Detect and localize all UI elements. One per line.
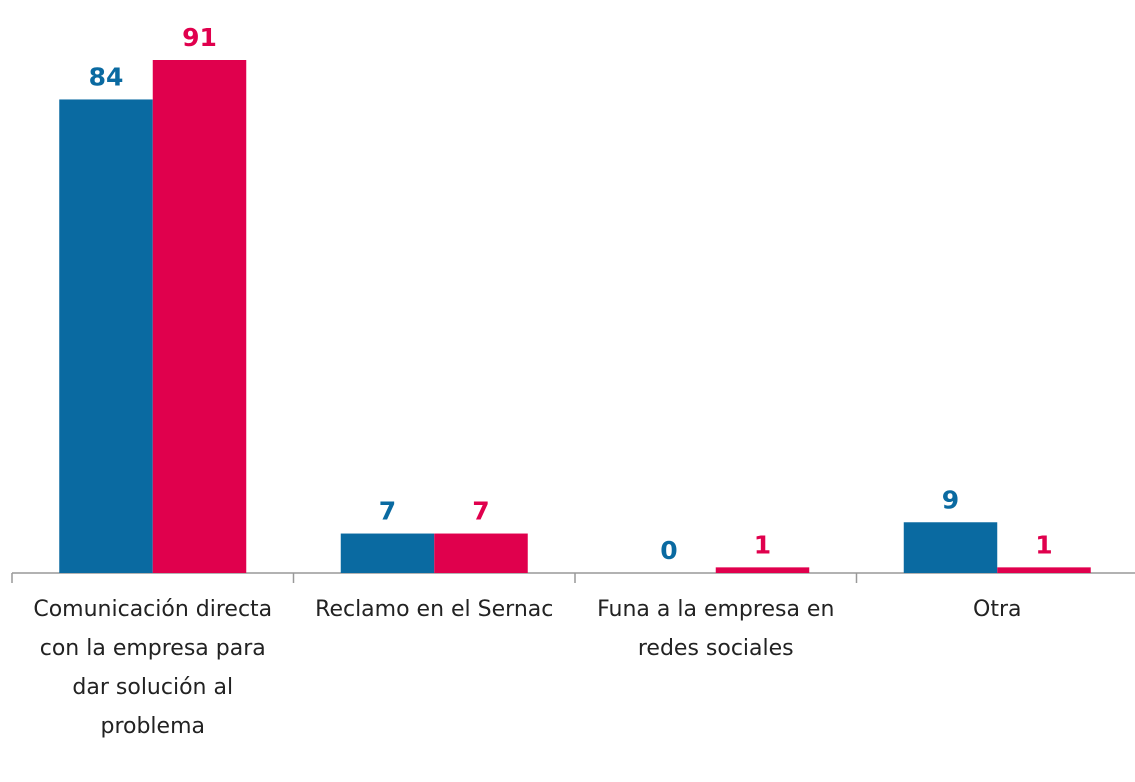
bar <box>152 60 247 573</box>
bar <box>434 533 528 573</box>
data-label: 1 <box>1035 530 1052 559</box>
data-label: 7 <box>472 497 489 526</box>
bar <box>715 567 810 573</box>
x-tick-label: Otra <box>973 597 1022 622</box>
bar <box>903 522 998 573</box>
data-label: 7 <box>379 497 396 526</box>
data-label: 84 <box>89 62 124 91</box>
x-tick-label: Funa a la empresa en redes sociales <box>597 597 835 661</box>
x-tick-label: Comunicación directa con la empresa para… <box>33 597 273 739</box>
data-label: 9 <box>942 485 959 514</box>
data-label: 1 <box>754 530 771 559</box>
bar <box>340 533 435 573</box>
bar <box>997 567 1091 573</box>
data-label: 91 <box>182 23 217 52</box>
data-label: 0 <box>660 536 677 565</box>
bar <box>59 99 153 573</box>
x-tick-label: Reclamo en el Sernac <box>315 597 554 622</box>
